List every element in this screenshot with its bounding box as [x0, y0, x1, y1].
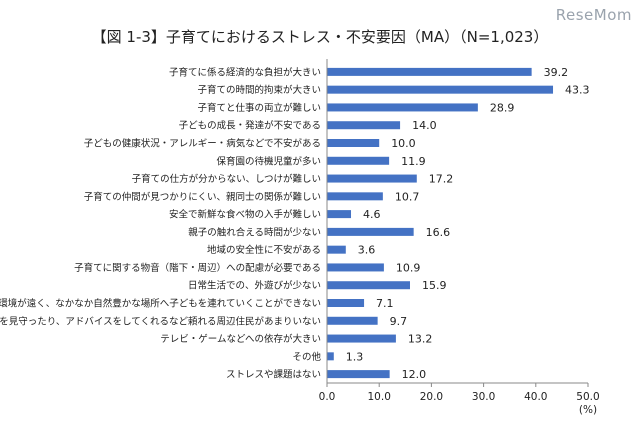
value-label: 12.0: [402, 368, 427, 381]
value-label: 1.3: [346, 350, 364, 363]
bar: [327, 85, 554, 94]
bar: [327, 370, 390, 379]
x-tick-label: 10.0: [368, 391, 391, 403]
value-label: 3.6: [358, 244, 376, 257]
value-label: 15.9: [422, 279, 447, 292]
value-label: 39.2: [544, 66, 569, 79]
category-label: 安全で新鮮な食べ物の入手が難しい: [169, 209, 321, 221]
bar: [327, 245, 346, 254]
watermark-logo: ReseMom: [555, 6, 632, 24]
category-label: 地域の安全性に不安がある: [207, 244, 321, 256]
category-label: ストレスや課題はない: [226, 369, 321, 381]
category-label: テレビ・ゲームなどへの依存が大きい: [160, 333, 321, 345]
x-tick-label: 30.0: [472, 391, 495, 403]
x-tick-label: 50.0: [576, 391, 599, 403]
x-tick-label: 0.0: [319, 391, 336, 403]
bar: [327, 192, 383, 201]
bar: [327, 67, 532, 76]
category-label: 自然環境が遠く、なかなか自然豊かな場所へ子どもを連れていくことができない: [0, 298, 321, 310]
value-label: 28.9: [490, 101, 515, 114]
bar: [327, 227, 414, 236]
category-label: 子育ての時間的拘束が大きい: [197, 84, 321, 96]
bar: [327, 121, 401, 130]
category-label: 保育園の待機児童が多い: [216, 155, 321, 167]
value-label: 43.3: [565, 84, 590, 97]
bar: [327, 210, 352, 219]
category-label: 日常生活での、外遊びが少ない: [188, 280, 321, 292]
value-label: 10.0: [391, 137, 416, 150]
bar: [327, 334, 396, 343]
value-label: 7.1: [376, 297, 394, 310]
value-label: 17.2: [429, 173, 454, 186]
bar: [327, 299, 365, 307]
x-tick-label: 20.0: [420, 391, 443, 403]
category-label: 親子の触れ合える時間が少ない: [188, 226, 321, 238]
value-label: 11.9: [401, 155, 426, 168]
chart-title: 【図 1-3】子育てにおけるストレス・不安要因（MA）（N=1,023）: [91, 28, 549, 46]
value-label: 10.9: [396, 261, 421, 274]
value-label: 13.2: [408, 333, 433, 346]
bar: [327, 156, 390, 165]
category-label: 子どもの成長・発達が不安である: [179, 120, 321, 132]
value-label: 16.6: [426, 226, 451, 239]
x-axis-ticks: 0.0 10.0 20.0 30.0 40.0 50.0: [319, 383, 600, 403]
bar: [327, 139, 380, 147]
bar: [327, 103, 478, 112]
category-label: 子育てに係る経済的な負担が大きい: [169, 66, 321, 78]
bar: [327, 263, 384, 272]
value-label: 4.6: [363, 208, 381, 221]
x-axis-unit: (%): [579, 404, 597, 416]
value-label: 10.7: [395, 190, 420, 203]
category-label: 子育てに関する物音（階下・周辺）への配慮が必要である: [74, 262, 321, 274]
value-label: 14.0: [412, 119, 437, 132]
category-label: 子どもの健康状況・アレルギー・病気などで不安がある: [84, 138, 321, 150]
category-label: 子育ての仕方が分からない、しつけが難しい: [132, 173, 321, 185]
value-label: 9.7: [390, 315, 408, 328]
bar: [327, 316, 378, 325]
x-tick-label: 40.0: [524, 391, 547, 403]
bars-layer: 子育てに係る経済的な負担が大きい 39.2 子育ての時間的拘束が大きい 43.3 子育て…: [0, 66, 590, 381]
bar: [327, 352, 334, 361]
category-label: 子育てと仕事の両立が難しい: [197, 102, 321, 114]
category-label: 子育てを見守ったり、アドバイスをしてくれるなど頼れる周辺住民があまりいない: [0, 315, 321, 327]
category-label: その他: [292, 351, 321, 363]
category-label: 子育ての仲間が見つかりにくい、親同士の関係が難しい: [84, 191, 321, 203]
bar: [327, 281, 410, 290]
bar: [327, 174, 417, 183]
